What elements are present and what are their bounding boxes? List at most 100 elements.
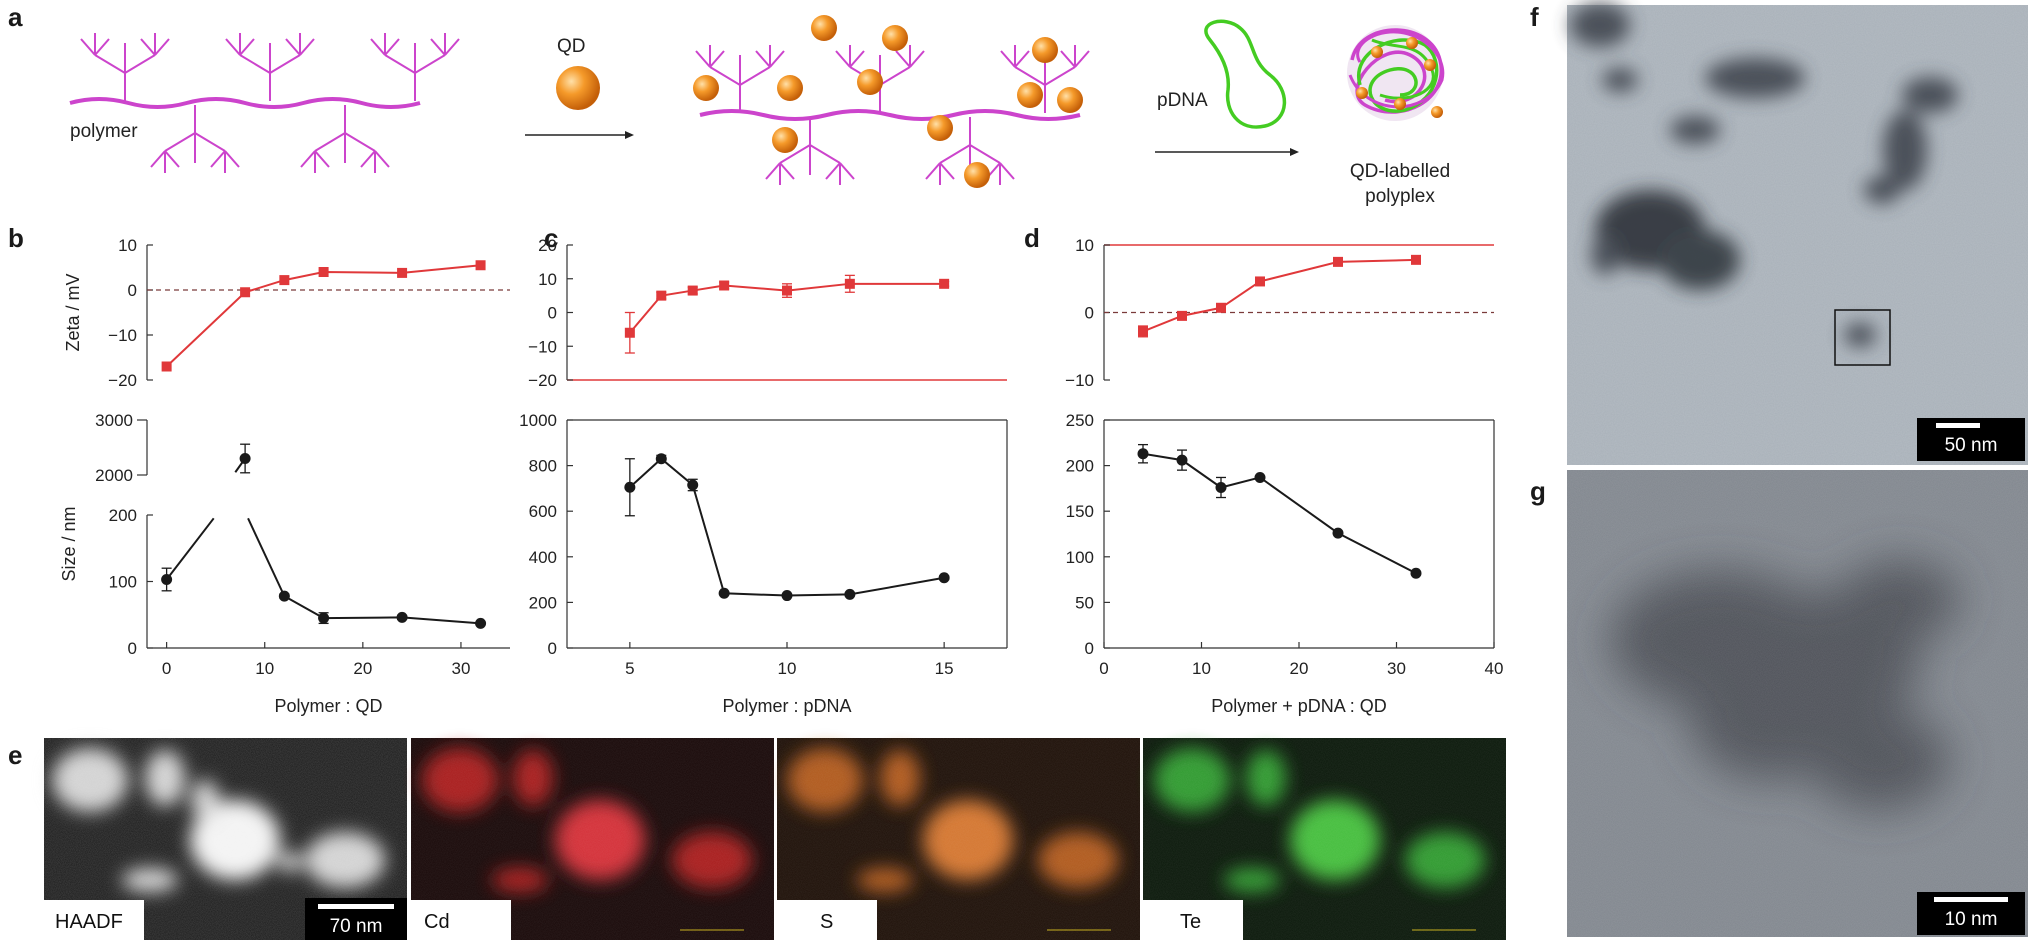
dendron-branch [80, 38, 96, 56]
dendron-branch [939, 144, 971, 164]
haadf-scale-text: 70 nm [330, 916, 383, 937]
size-data-point [844, 588, 856, 600]
qd-particle [693, 75, 719, 101]
qd-label: QD [557, 36, 586, 57]
qd-particle [811, 15, 837, 41]
size-data-point [1254, 471, 1266, 483]
size-y-tick-label: 150 [1066, 502, 1094, 521]
dendron-branch [444, 38, 460, 56]
eds-label-haadf: HAADF [55, 911, 123, 933]
eds-label-cd: Cd [424, 911, 450, 933]
size-data-point [718, 587, 730, 599]
dendron-branch [709, 50, 725, 68]
tem-g-scale-bar [1934, 897, 2008, 902]
dendron-branch [140, 38, 156, 56]
size-y-tick-label: 0 [128, 639, 137, 658]
x-tick-label: 10 [778, 659, 797, 678]
dendron-branch [124, 54, 156, 74]
dendron-branch [360, 150, 376, 168]
zeta-data-point [161, 361, 172, 372]
zeta-data-point [1333, 256, 1343, 267]
x-tick-label: 30 [451, 659, 470, 678]
polymer-graphic [69, 33, 460, 173]
arrow-icon [525, 131, 634, 139]
zeta-y-tick-label: 10 [118, 236, 137, 255]
x-tick-label: 10 [255, 659, 274, 678]
panel-label-b: b [8, 223, 24, 253]
eds-maps-panel-e: HAADF Cd S Te 70 nm [44, 738, 1506, 940]
dendron-branch [224, 150, 240, 168]
size-y-tick-label: 400 [529, 548, 557, 567]
dendron-branch [709, 66, 741, 86]
panel-label-f: f [1530, 2, 1539, 32]
eds-map-te [1143, 738, 1506, 940]
qd-particle [964, 162, 990, 188]
size-data-point [278, 590, 290, 602]
dendron-branch [765, 162, 781, 180]
size-data-point [687, 479, 699, 491]
polyplex-label-line2: polyplex [1365, 186, 1435, 207]
zeta-y-tick-label: 0 [1085, 304, 1094, 323]
dendron-branch [299, 38, 315, 56]
qd-particle [927, 115, 953, 141]
dendron-branch [879, 66, 911, 86]
dendron-branch [769, 50, 785, 68]
dendron-branch [150, 150, 166, 168]
dendron-branch [925, 162, 941, 180]
x-tick-label: 15 [935, 659, 954, 678]
size-data-point [475, 617, 487, 629]
zeta-data-point [624, 327, 635, 338]
size-y-tick-label: 600 [529, 502, 557, 521]
zeta-y-tick-label: 10 [538, 270, 557, 289]
zeta-data-point [397, 267, 408, 278]
size-data-point [781, 590, 793, 602]
size-y-tick-label: 200 [109, 506, 137, 525]
x-tick-label: 20 [1290, 659, 1309, 678]
dendron-branch [909, 50, 925, 68]
tem-f-scale-text: 50 nm [1945, 435, 1998, 456]
size-data-point [655, 453, 667, 465]
size-y-tick-label: 200 [529, 593, 557, 612]
panel-label-g: g [1530, 476, 1546, 506]
dendron-branch [1060, 50, 1076, 68]
polymer-backbone [69, 97, 421, 109]
size-y-tick-label: 250 [1066, 411, 1094, 430]
size-data-point [624, 481, 636, 493]
dendron-branch [755, 50, 771, 68]
polyplex-label-line1: QD-labelled [1350, 161, 1450, 182]
zeta-data-point [719, 280, 730, 291]
zeta-y-tick-label: −10 [528, 337, 557, 356]
qd-particle [1057, 87, 1083, 113]
x-tick-label: 20 [353, 659, 372, 678]
x-tick-label: 10 [1192, 659, 1211, 678]
size-y-tick-label: 0 [1085, 639, 1094, 658]
pdna-label: pDNA [1157, 90, 1208, 111]
dendron-branch [225, 38, 241, 56]
zeta-y-tick-label: 0 [548, 304, 557, 323]
dendron-branch [314, 150, 330, 168]
zeta-y-tick-label: −10 [1065, 371, 1094, 390]
schematic-panel-a: polymer QD pDNA QD-labelled po [69, 15, 1450, 207]
dendron-branch [1014, 66, 1046, 86]
polymer-backbone [699, 109, 1081, 121]
polymer-label: polymer [70, 121, 138, 142]
dendron-branch [779, 162, 795, 180]
size-data-point [1332, 527, 1344, 539]
dendron-branch [210, 150, 226, 168]
zeta-data-point [1216, 302, 1226, 313]
dendron-branch [300, 150, 316, 168]
dendron-branch [739, 66, 771, 86]
qd-particle [882, 25, 908, 51]
haadf-scale-bar [318, 904, 394, 909]
size-series-line [283, 595, 481, 625]
zeta-series-line [1142, 258, 1417, 333]
size-series-line [629, 457, 945, 597]
dendron-branch [825, 162, 841, 180]
dendron-branch [999, 162, 1015, 180]
size-data-point [938, 572, 950, 584]
tem-f-scale-bar [1936, 423, 1980, 428]
size-data-point [1176, 454, 1188, 466]
size-data-point [396, 611, 408, 623]
